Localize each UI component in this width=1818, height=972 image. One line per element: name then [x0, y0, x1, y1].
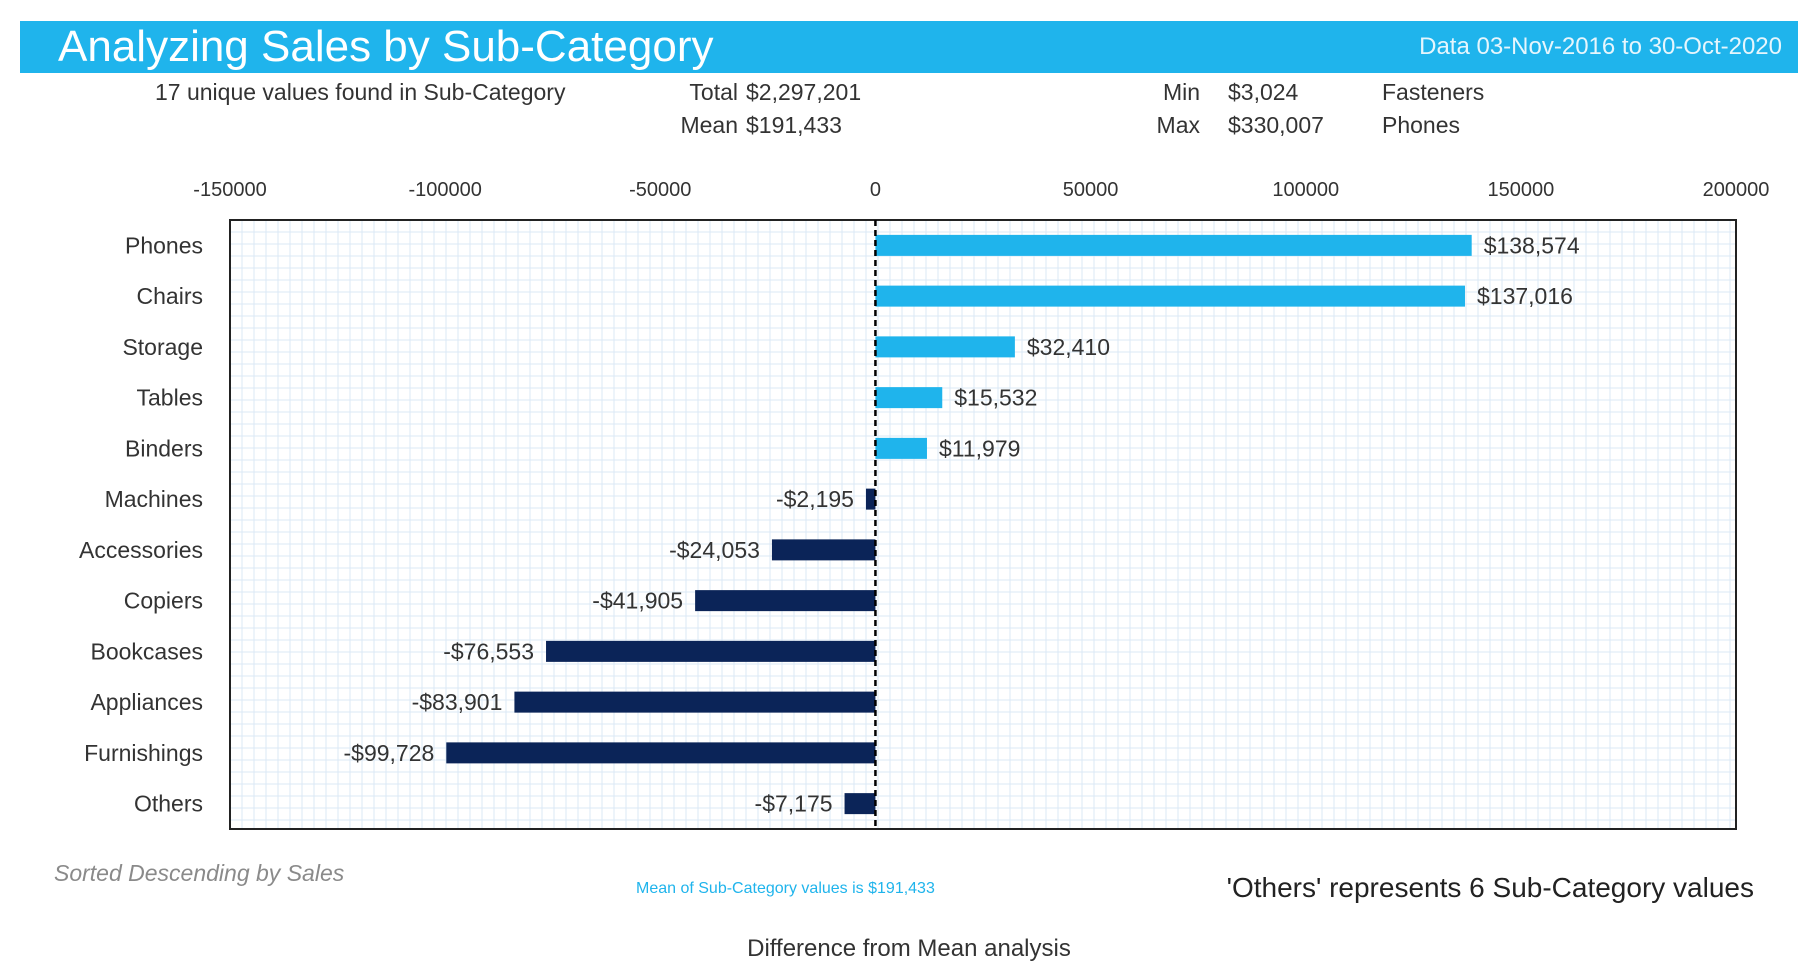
- category-label: Appliances: [90, 689, 203, 715]
- data-label: -$24,053: [669, 537, 760, 563]
- mean-label: Mean: [680, 112, 738, 138]
- data-label: -$99,728: [344, 740, 435, 766]
- category-label: Machines: [105, 486, 203, 512]
- min-value: $3,024: [1228, 79, 1299, 105]
- category-label: Storage: [122, 334, 203, 360]
- category-label: Tables: [137, 385, 203, 411]
- date-range: Data 03-Nov-2016 to 30-Oct-2020: [1419, 33, 1782, 60]
- data-label: -$83,901: [412, 689, 503, 715]
- bar-machines: [865, 488, 876, 510]
- category-label: Bookcases: [90, 638, 203, 664]
- min-category: Fasteners: [1382, 79, 1485, 105]
- bar-copiers: [695, 590, 876, 612]
- x-tick-label: 100000: [1272, 179, 1339, 201]
- data-label: -$2,195: [776, 486, 854, 512]
- title-banner: Analyzing Sales by Sub-Category Data 03-…: [20, 21, 1798, 73]
- x-tick-label: 50000: [1063, 179, 1119, 201]
- category-label: Binders: [125, 435, 203, 461]
- x-tick-label: 0: [870, 179, 881, 201]
- grid-lines: [230, 220, 1736, 829]
- max-value: $330,007: [1228, 112, 1324, 138]
- total-label: Total: [689, 79, 738, 105]
- unique-count-text: 17 unique values found in Sub-Category: [155, 79, 566, 105]
- category-label: Phones: [125, 232, 203, 258]
- mean-note: Mean of Sub-Category values is $191,433: [636, 880, 935, 897]
- bar-phones: [875, 234, 1472, 256]
- data-label: -$41,905: [592, 588, 683, 614]
- category-label: Copiers: [124, 588, 203, 614]
- page-title: Analyzing Sales by Sub-Category: [58, 22, 714, 71]
- data-label: $15,532: [954, 385, 1037, 411]
- bar-bookcases: [546, 640, 876, 662]
- data-label: -$76,553: [443, 638, 534, 664]
- bar-storage: [875, 336, 1015, 358]
- data-label: $138,574: [1484, 232, 1580, 258]
- category-label: Others: [134, 791, 203, 817]
- category-label: Chairs: [137, 283, 203, 309]
- sort-note: Sorted Descending by Sales: [54, 860, 345, 886]
- x-tick-label: -150000: [193, 179, 266, 201]
- max-label: Max: [1156, 112, 1200, 138]
- data-label: -$7,175: [755, 791, 833, 817]
- data-label: $32,410: [1027, 334, 1110, 360]
- bar-furnishings: [446, 742, 876, 764]
- bar-chart: -150000 -100000 -50000 0 50000 100000 150000 20…: [79, 179, 1770, 830]
- plot-frame: [229, 219, 1737, 830]
- x-tick-label: -100000: [408, 179, 481, 201]
- min-label: Min: [1162, 79, 1200, 105]
- max-category: Phones: [1382, 112, 1461, 138]
- x-tick-label: 150000: [1487, 179, 1554, 201]
- data-label: $137,016: [1477, 283, 1573, 309]
- bar-chairs: [875, 285, 1465, 307]
- x-tick-label: -50000: [629, 179, 691, 201]
- category-label: Furnishings: [84, 740, 203, 766]
- bar-tables: [875, 387, 943, 409]
- bar-appliances: [514, 691, 876, 713]
- category-label: Accessories: [79, 537, 203, 563]
- data-label: $11,979: [939, 435, 1020, 461]
- bar-binders: [875, 437, 927, 459]
- bar-others: [844, 793, 876, 815]
- others-note: 'Others' represents 6 Sub-Category value…: [1226, 872, 1754, 903]
- mean-value: $191,433: [746, 112, 842, 138]
- x-tick-label: 200000: [1703, 179, 1770, 201]
- total-value: $2,297,201: [746, 79, 862, 105]
- bar-accessories: [771, 539, 876, 561]
- chart-caption: Difference from Mean analysis: [747, 935, 1071, 962]
